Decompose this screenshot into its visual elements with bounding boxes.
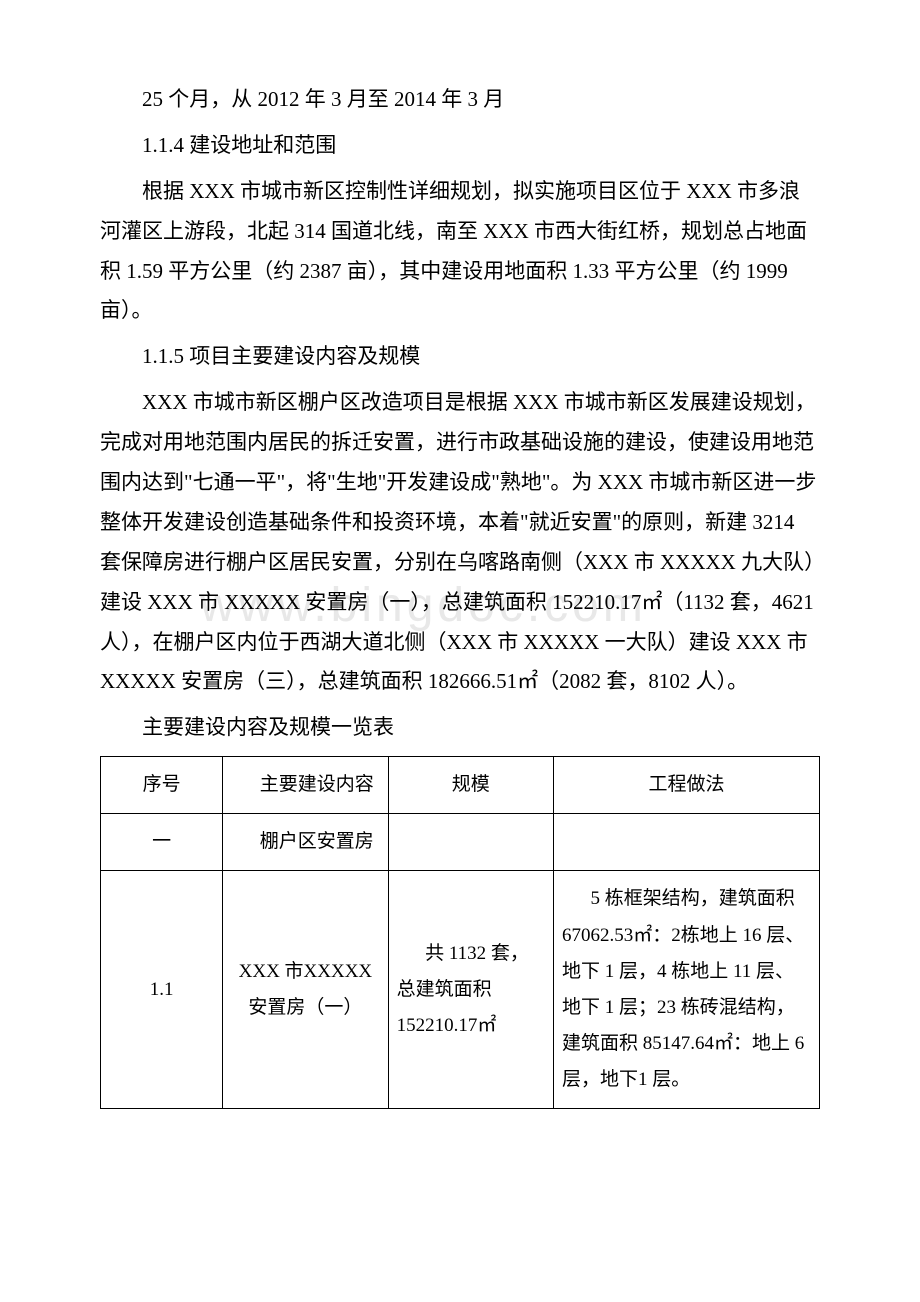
paragraph-location: 根据 XXX 市城市新区控制性详细规划，拟实施项目区位于 XXX 市多浪河灌区上… (100, 172, 820, 332)
cell-seq: 1.1 (101, 871, 223, 1109)
table-row: 1.1 XXX 市XXXXX 安置房（一） 共 1132 套，总建筑面积1522… (101, 871, 820, 1109)
cell-scale-text: 共 1132 套，总建筑面积152210.17㎡ (397, 936, 545, 1044)
table-header-row: 序号 主要建设内容 规模 工程做法 (101, 757, 820, 814)
cell-method: 5 栋框架结构，建筑面积67062.53㎡：2栋地上 16 层、地下 1 层，4… (553, 871, 819, 1109)
header-content-text: 主要建设内容 (231, 767, 379, 803)
cell-scale: 共 1132 套，总建筑面积152210.17㎡ (388, 871, 553, 1109)
paragraph-content-scale: XXX 市城市新区棚户区改造项目是根据 XXX 市城市新区发展建设规划，完成对用… (100, 383, 820, 702)
header-seq: 序号 (101, 757, 223, 814)
header-method: 工程做法 (553, 757, 819, 814)
cell-method-text: 5 栋框架结构，建筑面积67062.53㎡：2栋地上 16 层、地下 1 层，4… (562, 881, 811, 1098)
cell-content: XXX 市XXXXX 安置房（一） (223, 871, 388, 1109)
cell-content: 棚户区安置房 (223, 814, 388, 871)
table-row: 一 棚户区安置房 (101, 814, 820, 871)
paragraph-duration: 25 个月，从 2012 年 3 月至 2014 年 3 月 (100, 80, 820, 120)
header-scale: 规模 (388, 757, 553, 814)
cell-method (553, 814, 819, 871)
heading-1-1-4: 1.1.4 建设地址和范围 (100, 126, 820, 166)
cell-content-text: 棚户区安置房 (231, 824, 379, 860)
heading-1-1-5: 1.1.5 项目主要建设内容及规模 (100, 337, 820, 377)
cell-seq: 一 (101, 814, 223, 871)
table-title: 主要建设内容及规模一览表 (100, 708, 820, 748)
construction-table: 序号 主要建设内容 规模 工程做法 一 棚户区安置房 1.1 XXX 市XXXX… (100, 756, 820, 1109)
header-content: 主要建设内容 (223, 757, 388, 814)
cell-scale (388, 814, 553, 871)
